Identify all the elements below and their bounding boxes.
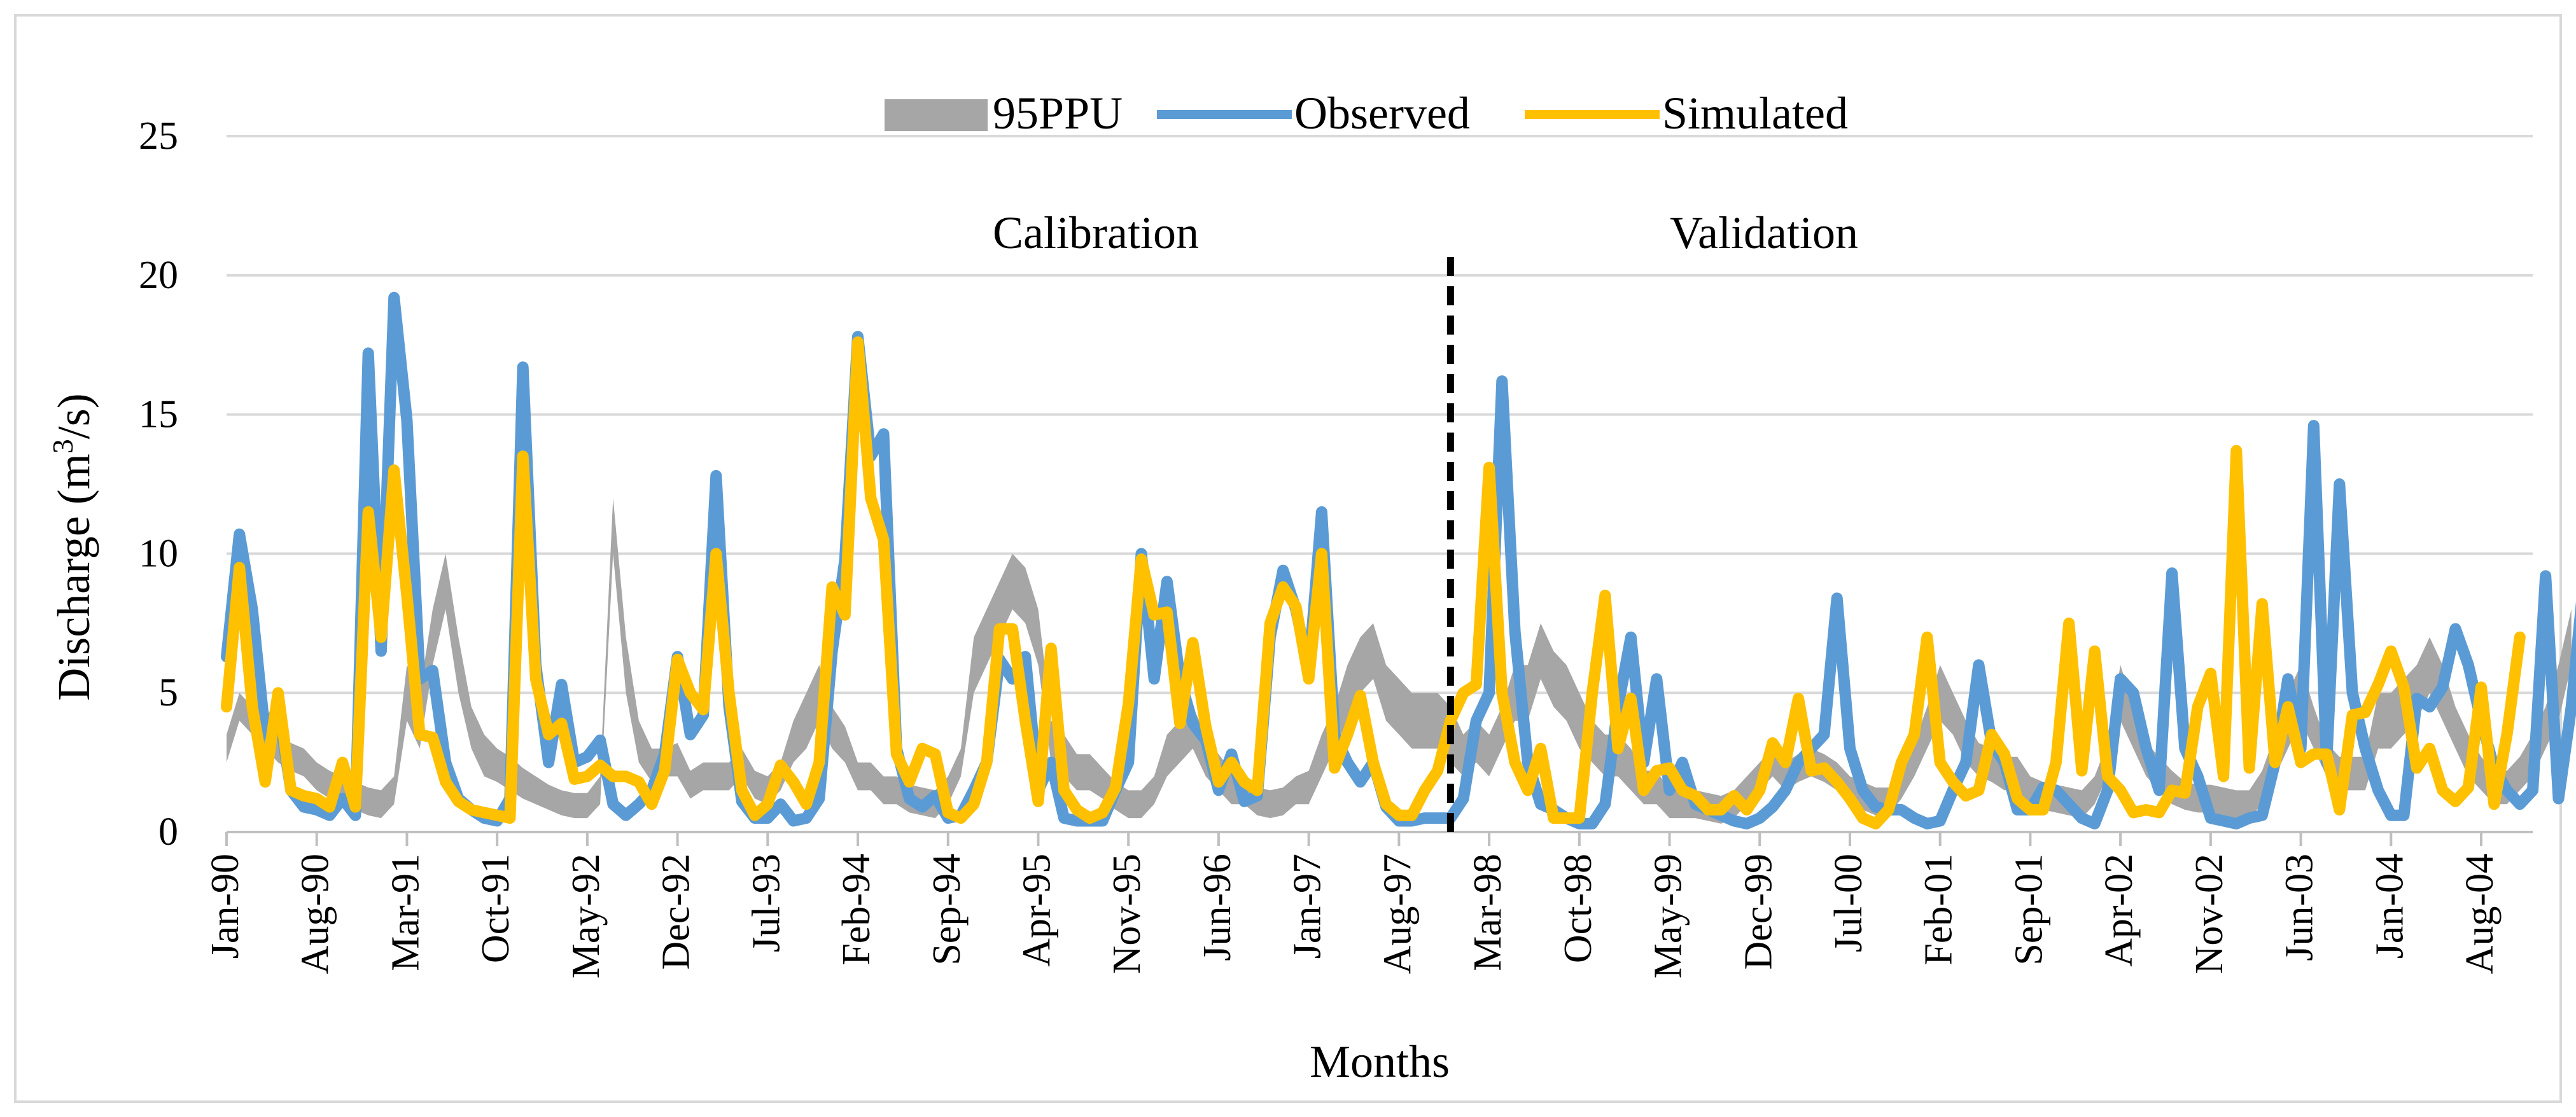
x-tick-label: Mar-91 [384, 854, 427, 971]
x-tick-label: Jan-04 [2368, 854, 2411, 959]
x-tick-label: Aug-90 [294, 854, 337, 974]
y-tick-label: 0 [158, 810, 178, 854]
x-tick-label: Nov-95 [1105, 854, 1149, 974]
x-tick-label: Dec-92 [655, 854, 698, 969]
x-tick-label: Feb-01 [1917, 854, 1961, 966]
y-tick-label: 10 [139, 532, 178, 575]
x-tick-label: Aug-04 [2458, 854, 2502, 974]
x-tick-label: Jun-96 [1196, 854, 1239, 961]
x-tick-label: Aug-97 [1376, 854, 1419, 974]
x-axis [225, 831, 2533, 846]
x-tick-label: Apr-02 [2097, 854, 2141, 967]
chart-frame [14, 14, 2562, 1103]
x-tick-labels: Jan-90 Aug-90 Mar-91 Oct-91 May-92 Dec-92 Jul-… [204, 854, 2502, 978]
x-tick-label: Jul-00 [1827, 854, 1870, 952]
x-axis-title: Months [1310, 1036, 1450, 1087]
legend-swatch-95ppu [885, 99, 988, 131]
x-tick-label: Sep-01 [2007, 854, 2050, 966]
legend-label-simulated: Simulated [1662, 88, 1848, 139]
simulated-line [221, 336, 2526, 829]
x-tick-label: Dec-99 [1737, 854, 1780, 969]
series-lines [221, 291, 2576, 829]
y-axis-title: Discharge (m3/s) [46, 393, 99, 701]
legend-label-95ppu: 95PPU [993, 88, 1123, 139]
x-tick-label: Oct-91 [474, 854, 517, 963]
x-tick-label: May-92 [564, 854, 608, 978]
x-tick-label: Nov-02 [2188, 854, 2231, 974]
x-tick-label: Jun-03 [2278, 854, 2321, 961]
x-tick-label: Mar-98 [1466, 854, 1509, 971]
y-tick-label: 25 [139, 114, 178, 158]
gridlines [227, 135, 2533, 695]
y-tick-label: 20 [139, 254, 178, 297]
legend: 95PPU Observed Simulated [885, 88, 1848, 139]
x-tick-label: Oct-98 [1557, 854, 1600, 963]
x-tick-label: Jan-90 [204, 854, 247, 959]
y-tick-label: 5 [158, 671, 178, 714]
x-tick-label: Apr-95 [1015, 854, 1058, 967]
x-tick-label: Jul-93 [745, 854, 788, 952]
validation-label: Validation [1670, 207, 1858, 258]
legend-label-observed: Observed [1294, 88, 1470, 139]
calibration-label: Calibration [993, 207, 1199, 258]
x-tick-label: Feb-94 [835, 854, 878, 966]
x-tick-label: Jan-97 [1286, 854, 1329, 959]
x-tick-label: Sep-94 [925, 854, 969, 966]
y-tick-labels: 0 5 10 15 20 25 [139, 114, 178, 854]
x-tick-label: May-99 [1647, 854, 1690, 978]
y-tick-label: 15 [139, 393, 178, 436]
